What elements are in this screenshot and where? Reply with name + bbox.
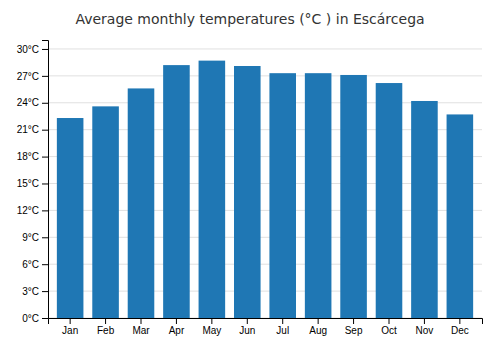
y-tick: 27°C: [17, 71, 48, 82]
x-tick-mark: [247, 318, 248, 324]
x-tick-label: Mar: [132, 325, 150, 336]
y-tick-label: 12°C: [17, 205, 39, 216]
y-axis: 0°C 3°C 6°C 9°C 12°C 15°C 18°C 21°C 24°C 27°C 30°C: [17, 41, 49, 324]
y-tick-mark: [42, 264, 48, 265]
y-tick-label: 21°C: [17, 124, 39, 135]
y-tick-label: 9°C: [22, 232, 39, 243]
bar: [92, 106, 119, 318]
bar: [305, 73, 332, 318]
x-tick: Apr: [169, 318, 185, 336]
y-tick: 6°C: [22, 259, 48, 270]
x-tick: Feb: [97, 318, 115, 336]
bar: [128, 88, 155, 318]
x-tick: Mar: [132, 318, 150, 336]
y-tick: 21°C: [17, 124, 48, 135]
x-tick-label: Apr: [169, 325, 185, 336]
y-tick-mark: [42, 237, 48, 238]
bar: [199, 61, 226, 318]
y-tick-label: 0°C: [22, 313, 39, 324]
x-axis: Jan Feb Mar Apr May Jun Jul Aug Sep Oct Nov Dec: [49, 318, 483, 336]
y-tick-mark: [42, 49, 48, 50]
x-tick-mark: [282, 318, 283, 324]
bar: [411, 101, 438, 318]
y-tick-mark: [42, 103, 48, 104]
grid: [48, 49, 482, 318]
x-tick-mark: [353, 318, 354, 324]
y-tick-mark: [42, 318, 48, 319]
y-tick-mark: [42, 76, 48, 77]
y-tick: 18°C: [17, 151, 48, 162]
y-tick-mark: [42, 130, 48, 131]
grid-line: [48, 48, 482, 49]
x-tick-mark: [211, 318, 212, 324]
y-tick: 30°C: [17, 44, 48, 55]
x-tick-label: Sep: [345, 325, 363, 336]
y-tick: 12°C: [17, 205, 48, 216]
x-tick-mark: [70, 318, 71, 324]
x-tick-mark: [424, 318, 425, 324]
x-tick: May: [202, 318, 221, 336]
x-tick-label: Dec: [451, 325, 469, 336]
x-tick-label: Nov: [416, 325, 434, 336]
bar: [163, 65, 190, 318]
x-tick: Sep: [345, 318, 363, 336]
x-tick-mark: [141, 318, 142, 324]
bar: [376, 83, 403, 318]
y-tick-label: 30°C: [17, 44, 39, 55]
x-tick-label: May: [202, 325, 221, 336]
plot: 0°C 3°C 6°C 9°C 12°C 15°C 18°C 21°C 24°C 27°C 30°C…: [17, 41, 483, 337]
y-tick-mark: [42, 291, 48, 292]
x-tick: Jul: [276, 318, 289, 336]
x-axis-line: [49, 319, 483, 325]
y-tick-label: 24°C: [17, 97, 39, 108]
bars: [57, 61, 473, 318]
x-tick: Aug: [309, 318, 327, 336]
y-tick-label: 18°C: [17, 151, 39, 162]
y-tick-label: 3°C: [22, 286, 39, 297]
y-tick: 9°C: [22, 232, 48, 243]
y-tick-label: 15°C: [17, 178, 39, 189]
x-tick-label: Aug: [309, 325, 327, 336]
bar: [340, 75, 367, 318]
y-tick-mark: [42, 157, 48, 158]
y-tick: 3°C: [22, 286, 48, 297]
x-tick: Jan: [62, 318, 78, 336]
x-tick-label: Jul: [276, 325, 289, 336]
y-tick: 15°C: [17, 178, 48, 189]
x-tick-label: Jan: [62, 325, 78, 336]
bar: [447, 114, 474, 318]
x-tick-mark: [459, 318, 460, 324]
x-tick-label: Feb: [97, 325, 115, 336]
x-tick-mark: [176, 318, 177, 324]
y-tick-mark: [42, 210, 48, 211]
x-tick: Nov: [416, 318, 434, 336]
bar: [269, 73, 296, 318]
y-tick-label: 6°C: [22, 259, 39, 270]
grid-line: [48, 75, 482, 76]
x-tick: Oct: [381, 318, 397, 336]
x-tick-label: Oct: [381, 325, 397, 336]
x-tick-mark: [318, 318, 319, 324]
y-tick-label: 27°C: [17, 71, 39, 82]
bar: [57, 118, 84, 318]
y-axis-line: [42, 41, 49, 319]
chart: 0°C 3°C 6°C 9°C 12°C 15°C 18°C 21°C 24°C 27°C 30°C…: [0, 0, 500, 350]
x-tick-mark: [389, 318, 390, 324]
bar: [234, 66, 261, 318]
title: Average monthly temperatures (°C ) in Es…: [75, 11, 424, 27]
y-tick: 24°C: [17, 97, 48, 108]
x-tick: Jun: [239, 318, 255, 336]
y-tick: 0°C: [22, 313, 48, 324]
y-tick-mark: [42, 183, 48, 184]
x-tick-mark: [105, 318, 106, 324]
x-tick: Dec: [451, 318, 469, 336]
x-tick-label: Jun: [239, 325, 255, 336]
